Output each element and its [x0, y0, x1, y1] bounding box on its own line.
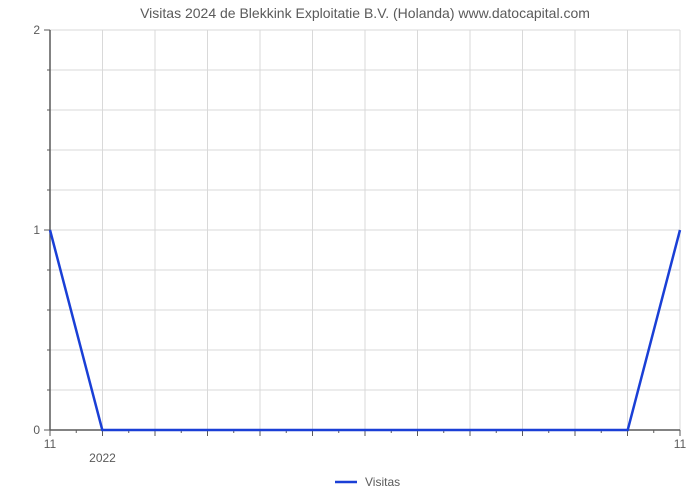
grid — [50, 30, 680, 430]
chart-title: Visitas 2024 de Blekkink Exploitatie B.V… — [140, 5, 590, 21]
x-tick-label-right: 11 — [674, 437, 687, 451]
legend: Visitas — [335, 475, 400, 489]
y-tick-label: 0 — [33, 423, 40, 437]
line-chart: Visitas 2024 de Blekkink Exploitatie B.V… — [0, 0, 700, 500]
x-secondary-label: 2022 — [89, 451, 116, 465]
y-tick-label: 1 — [33, 223, 40, 237]
legend-label: Visitas — [365, 475, 400, 489]
y-tick-label: 2 — [33, 23, 40, 37]
x-tick-label-left: 11 — [44, 437, 57, 451]
chart-container: Visitas 2024 de Blekkink Exploitatie B.V… — [0, 0, 700, 500]
